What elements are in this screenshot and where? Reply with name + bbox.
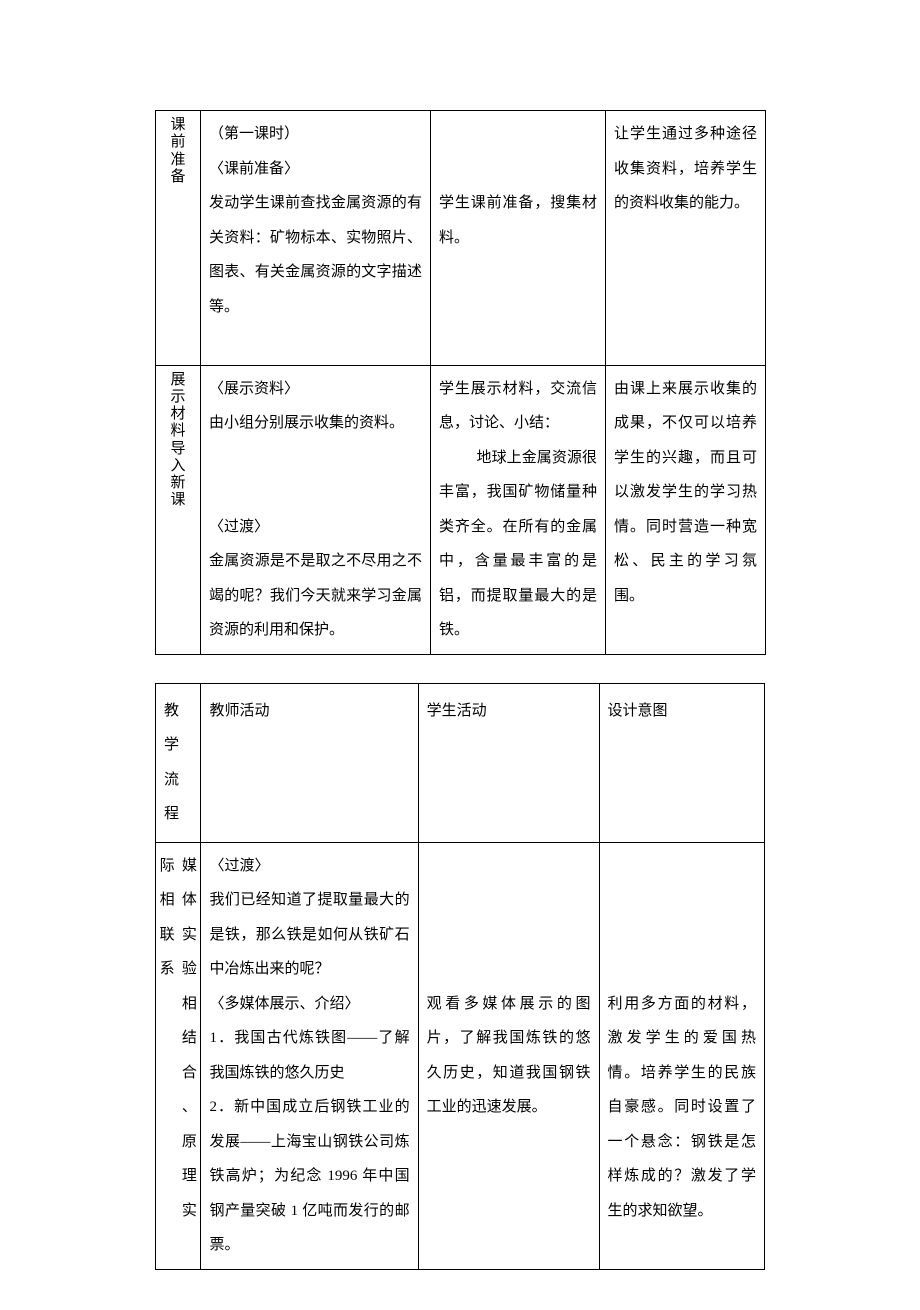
- header-text: 设计意图: [608, 703, 668, 719]
- header-cell: 设计意图: [599, 683, 764, 842]
- teacher-line: 由小组分别展示收集的资料。: [209, 406, 422, 441]
- header-cell: 教学流程: [156, 683, 201, 842]
- header-text: 教学流程: [164, 703, 179, 823]
- table-row: 际相联系 媒体实验相结合、原理实 〈过渡〉 我们已经知道了提取量最大的是铁，那么…: [156, 842, 765, 1269]
- design-text: 利用多方面的材料，激发学生的爱国热情。培养学生的民族自豪感。同时设置了一个悬念：…: [608, 987, 756, 1229]
- design-cell: 让学生通过多种途径收集资料，培养学生的资料收集的能力。: [606, 111, 766, 366]
- student-line: 学生展示材料，交流信息，讨论、小结：: [439, 372, 597, 441]
- design-cell: 由课上来展示收集的成果，不仅可以培养学生的兴趣，而且可以激发学生的学习热情。同时…: [606, 365, 766, 654]
- table-2: 教学流程 教师活动 学生活动 设计意图 际相联系 媒体实验相结合、原理实 〈过渡…: [155, 683, 765, 1270]
- row-label-right-cell: 媒体实验相结合、原理实: [178, 842, 201, 1269]
- header-text: 学生活动: [427, 703, 487, 719]
- teacher-cell: 〈展示资料〉 由小组分别展示收集的资料。 〈过渡〉 金属资源是不是取之不尽用之不…: [201, 365, 431, 654]
- student-cell: 观看多媒体展示的图片，了解我国炼铁的悠久历史，知道我国钢铁工业的迅速发展。: [418, 842, 599, 1269]
- teacher-line: 我们已经知道了提取量最大的是铁，那么铁是如何从铁矿石中冶炼出来的呢？: [209, 883, 409, 987]
- teacher-line: 〈过渡〉: [209, 849, 409, 884]
- student-text: 观看多媒体展示的图片，了解我国炼铁的悠久历史，知道我国钢铁工业的迅速发展。: [427, 987, 591, 1125]
- header-cell: 学生活动: [418, 683, 599, 842]
- table-row: 课前准备 （第一课时） 〈课前准备〉 发动学生课前查找金属资源的有关资料：矿物标…: [156, 111, 766, 366]
- teacher-line: 〈多媒体展示、介绍〉: [209, 987, 409, 1022]
- student-cell: 学生课前准备，搜集材料。: [431, 111, 606, 366]
- student-cell: 学生展示材料，交流信息，讨论、小结： 地球上金属资源很丰富，我国矿物储量种类齐全…: [431, 365, 606, 654]
- row-label: 展示材料导入新课: [164, 372, 192, 510]
- table-header-row: 教学流程 教师活动 学生活动 设计意图: [156, 683, 765, 842]
- row-label-left-cell: 际相联系: [156, 842, 179, 1269]
- teacher-line: 〈展示资料〉: [209, 372, 422, 407]
- teacher-line: 1．我国古代炼铁图——了解我国炼铁的悠久历史: [209, 1021, 409, 1090]
- row-label-cell: 展示材料导入新课: [156, 365, 201, 654]
- student-line: 地球上金属资源很丰富，我国矿物储量种类齐全。在所有的金属中，含量最丰富的是铝，而…: [439, 441, 597, 648]
- table-gap: [155, 655, 765, 683]
- table-1: 课前准备 （第一课时） 〈课前准备〉 发动学生课前查找金属资源的有关资料：矿物标…: [155, 110, 766, 655]
- row-label-right: 媒体实验相结合、原理实: [186, 849, 192, 1229]
- design-cell: 利用多方面的材料，激发学生的爱国热情。培养学生的民族自豪感。同时设置了一个悬念：…: [599, 842, 764, 1269]
- teacher-cell: （第一课时） 〈课前准备〉 发动学生课前查找金属资源的有关资料：矿物标本、实物照…: [201, 111, 431, 366]
- row-label-left: 际相联系: [164, 849, 170, 987]
- table-row: 展示材料导入新课 〈展示资料〉 由小组分别展示收集的资料。 〈过渡〉 金属资源是…: [156, 365, 766, 654]
- design-text: 由课上来展示收集的成果，不仅可以培养学生的兴趣，而且可以激发学生的学习热情。同时…: [614, 372, 757, 614]
- row-label-cell: 课前准备: [156, 111, 201, 366]
- teacher-line: 〈课前准备〉: [209, 152, 422, 187]
- header-cell: 教师活动: [201, 683, 418, 842]
- teacher-line: 2．新中国成立后钢铁工业的发展——上海宝山钢铁公司炼铁高炉；为纪念 1996 年…: [209, 1090, 409, 1263]
- teacher-cell: 〈过渡〉 我们已经知道了提取量最大的是铁，那么铁是如何从铁矿石中冶炼出来的呢？ …: [201, 842, 418, 1269]
- row-label: 课前准备: [164, 117, 192, 186]
- student-text: 学生课前准备，搜集材料。: [439, 186, 597, 255]
- design-text: 让学生通过多种途径收集资料，培养学生的资料收集的能力。: [614, 117, 757, 221]
- header-text: 教师活动: [209, 703, 269, 719]
- teacher-line: 〈过渡〉: [209, 510, 422, 545]
- teacher-line: 发动学生课前查找金属资源的有关资料：矿物标本、实物照片、图表、有关金属资源的文字…: [209, 186, 422, 324]
- teacher-line: 金属资源是不是取之不尽用之不竭的呢？我们今天就来学习金属资源的利用和保护。: [209, 544, 422, 648]
- teacher-line: （第一课时）: [209, 117, 422, 152]
